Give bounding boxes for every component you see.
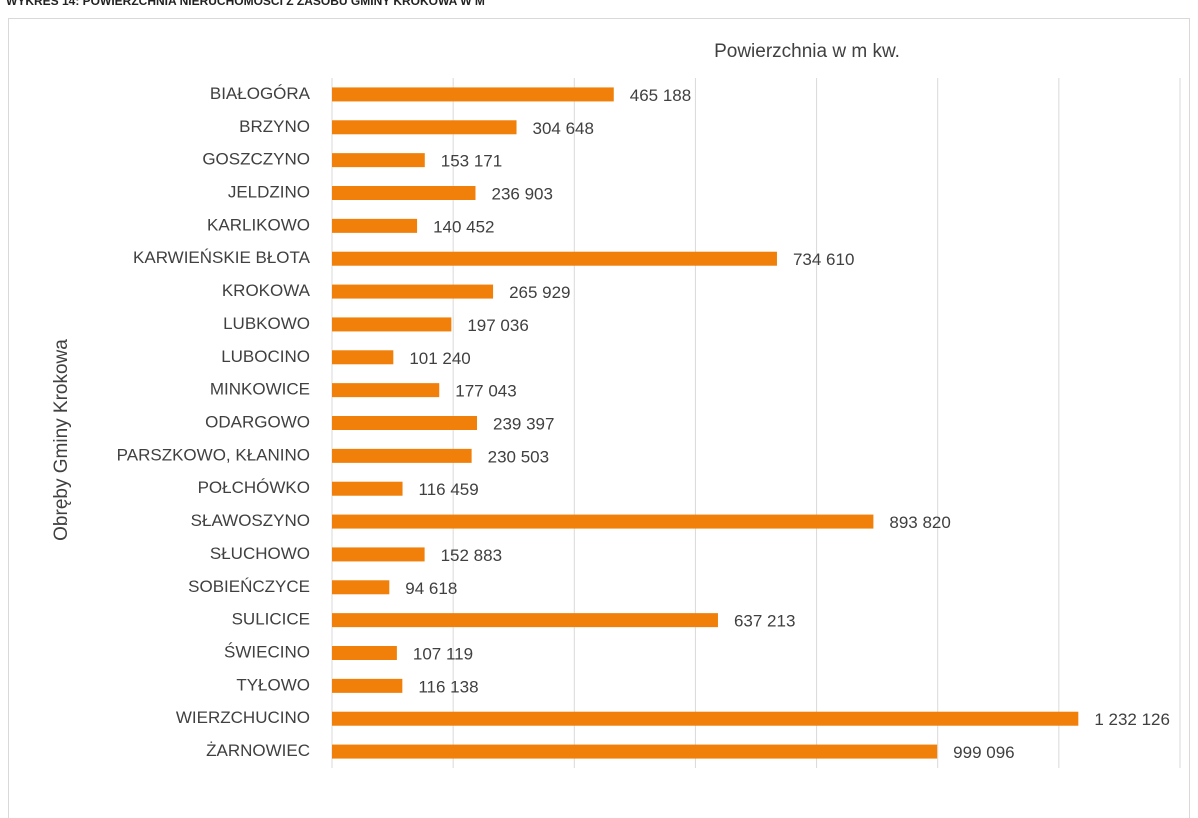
data-label: 465 188 (630, 86, 691, 105)
bar (332, 317, 452, 332)
bar (332, 711, 1079, 726)
y-tick-label: SULICICE (232, 610, 310, 629)
data-label: 999 096 (953, 743, 1014, 762)
data-label: 236 903 (491, 184, 552, 203)
data-label: 637 213 (734, 612, 795, 631)
y-tick-label: SŁAWOSZYNO (191, 511, 310, 530)
data-label: 107 119 (413, 644, 473, 663)
data-label: 197 036 (467, 316, 528, 335)
data-label: 116 138 (418, 677, 478, 696)
bar (332, 87, 614, 102)
y-tick-label: BIAŁOGÓRA (210, 84, 311, 103)
y-tick-label: PARSZKOWO, KŁANINO (117, 445, 310, 464)
bar (332, 383, 440, 398)
bar (332, 613, 718, 628)
chart-border (8, 18, 1190, 818)
y-tick-label: LUBOCINO (221, 347, 310, 366)
y-tick-label: ODARGOWO (205, 412, 310, 431)
bar (332, 448, 472, 463)
data-label: 265 929 (509, 283, 570, 302)
y-tick-label: JELDZINO (228, 182, 310, 201)
data-label: 734 610 (793, 250, 854, 269)
bar (332, 678, 403, 693)
bar (332, 744, 938, 759)
y-tick-label: WIERZCHUCINO (176, 708, 310, 727)
y-tick-label: GOSZCZYNO (202, 150, 310, 169)
data-label: 152 883 (441, 546, 502, 565)
data-label: 304 648 (533, 119, 594, 138)
data-label: 177 043 (455, 382, 516, 401)
data-label: 893 820 (889, 513, 950, 532)
bar (332, 646, 397, 660)
bar (332, 186, 476, 200)
data-label: 153 171 (441, 152, 502, 171)
y-tick-label: SŁUCHOWO (210, 544, 310, 563)
data-label: 239 397 (493, 414, 554, 433)
bar (332, 481, 403, 496)
y-tick-label: BRZYNO (239, 117, 310, 136)
data-label: 101 240 (409, 349, 470, 368)
y-tick-label: KARWIEŃSKIE BŁOTA (133, 248, 311, 267)
data-label: 230 503 (488, 447, 549, 466)
y-tick-label: SOBIEŃCZYCE (188, 577, 310, 596)
y-tick-label: KROKOWA (222, 281, 311, 300)
bar (332, 514, 874, 529)
y-axis-label: Obręby Gminy Krokowa (51, 339, 72, 541)
bar (332, 153, 425, 168)
y-tick-label: KARLIKOWO (207, 215, 310, 234)
caption: WYKRES 14: POWIERZCHNIA NIERUCHOMOŚCI Z … (6, 0, 485, 8)
bar (332, 547, 425, 562)
data-label: 1 232 126 (1094, 710, 1170, 729)
data-label: 94 618 (405, 579, 457, 598)
y-tick-label: POŁCHÓWKO (198, 478, 310, 497)
bar (332, 120, 517, 135)
y-tick-label: ŚWIECINO (224, 642, 310, 661)
bar (332, 350, 394, 365)
bar (332, 218, 418, 233)
bar (332, 416, 478, 430)
chart-title: Powierzchnia w m kw. (714, 41, 900, 62)
data-label: 140 452 (433, 217, 494, 236)
bar (332, 284, 494, 299)
y-tick-label: LUBKOWO (223, 314, 310, 333)
y-tick-label: TYŁOWO (236, 675, 310, 694)
y-tick-label: MINKOWICE (210, 380, 310, 399)
y-tick-label: ŻARNOWIEC (206, 741, 310, 760)
data-label: 116 459 (419, 480, 479, 499)
bar (332, 580, 390, 595)
bar (332, 251, 777, 266)
